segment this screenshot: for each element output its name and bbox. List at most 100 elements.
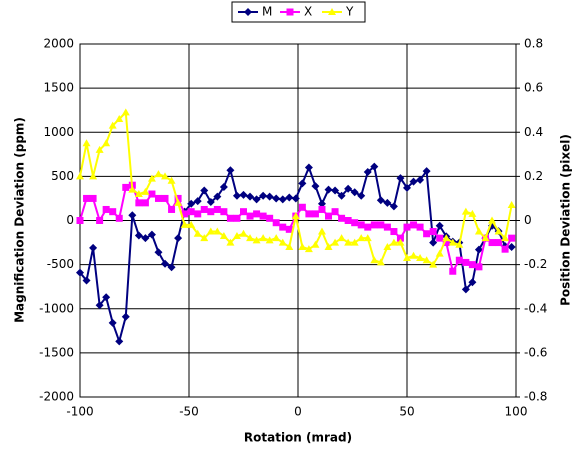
x-tick-label: 0: [294, 405, 302, 419]
data-point: [298, 242, 307, 250]
data-point: [409, 251, 418, 259]
data-point: [442, 239, 450, 247]
data-point: [285, 193, 294, 202]
data-point: [285, 242, 294, 250]
data-point: [403, 223, 411, 231]
data-point: [272, 194, 281, 203]
data-point: [396, 174, 405, 183]
data-point: [304, 163, 313, 172]
data-point: [495, 239, 503, 247]
data-point: [200, 234, 209, 242]
data-point: [219, 182, 228, 191]
data-point: [207, 208, 215, 216]
data-point: [265, 192, 274, 201]
data-point: [337, 234, 346, 242]
data-point: [252, 195, 261, 204]
data-point: [161, 194, 169, 202]
data-point: [357, 221, 365, 229]
data-point: [239, 229, 248, 237]
data-point: [468, 209, 477, 217]
data-point: [436, 234, 444, 242]
data-point: [220, 208, 228, 216]
data-point: [429, 238, 438, 247]
data-point: [383, 242, 392, 250]
data-point: [474, 227, 483, 235]
data-point: [259, 212, 267, 220]
data-point: [376, 196, 385, 205]
data-point: [154, 170, 163, 178]
data-point: [167, 263, 176, 272]
data-point: [363, 167, 372, 176]
data-point: [311, 182, 320, 191]
data-point: [154, 194, 162, 202]
data-point: [226, 166, 235, 175]
data-point: [461, 207, 470, 215]
y-tick-label: -500: [47, 257, 74, 271]
data-point: [474, 245, 483, 254]
y2-tick-label: 0.4: [524, 125, 543, 139]
data-point: [82, 139, 91, 147]
data-point: [141, 199, 149, 207]
legend-marker: [286, 8, 294, 16]
data-point: [122, 183, 130, 191]
data-point: [240, 208, 247, 216]
legend-label: Y: [345, 5, 354, 19]
legend-label: X: [304, 5, 312, 19]
data-point: [383, 198, 392, 207]
data-point: [213, 205, 221, 213]
data-point: [507, 201, 516, 209]
y2-tick-label: -0.4: [524, 301, 547, 315]
data-point: [291, 194, 300, 203]
data-point: [83, 194, 91, 202]
data-point: [128, 211, 137, 220]
y2-tick-label: -0.6: [524, 345, 547, 359]
data-point: [115, 337, 124, 346]
data-point: [331, 238, 340, 246]
data-point: [161, 259, 170, 268]
data-point: [259, 234, 268, 242]
data-point: [488, 216, 497, 224]
data-point: [364, 223, 372, 231]
data-point: [481, 234, 490, 242]
y2-tick-label: -0.2: [524, 257, 547, 271]
y2-tick-label: -0.8: [524, 390, 547, 404]
data-point: [416, 175, 425, 184]
data-point: [455, 256, 463, 264]
x-tick-label: -100: [66, 405, 93, 419]
data-point: [435, 249, 444, 257]
data-point: [508, 234, 516, 242]
data-point: [102, 293, 111, 302]
data-point: [448, 238, 457, 246]
data-point: [167, 176, 176, 184]
data-point: [370, 256, 379, 264]
y2-tick-label: 0.6: [524, 81, 543, 95]
data-point: [317, 199, 326, 208]
data-point: [331, 208, 339, 216]
data-point: [455, 240, 464, 248]
data-point: [324, 185, 333, 194]
y-tick-label: 0: [66, 213, 74, 227]
data-point: [449, 267, 457, 275]
data-point: [389, 202, 398, 211]
data-point: [206, 197, 215, 206]
data-point: [370, 221, 378, 229]
data-point: [193, 197, 202, 206]
data-point: [187, 208, 195, 216]
data-point: [317, 227, 326, 235]
data-point: [76, 268, 84, 277]
y2-tick-label: 0.8: [524, 37, 543, 51]
data-point: [180, 220, 189, 228]
data-point: [377, 221, 385, 229]
data-point: [272, 219, 280, 227]
y-tick-label: 1500: [43, 81, 74, 95]
data-point: [468, 261, 476, 269]
data-point: [344, 217, 352, 224]
y-axis-title: Magnification Deviation (ppm): [13, 117, 27, 323]
y2-tick-label: 0.2: [524, 169, 543, 183]
data-point: [357, 234, 366, 242]
data-point: [462, 258, 470, 266]
data-point: [174, 194, 182, 202]
data-point: [344, 238, 353, 246]
data-point: [435, 221, 444, 230]
data-point: [102, 139, 111, 147]
